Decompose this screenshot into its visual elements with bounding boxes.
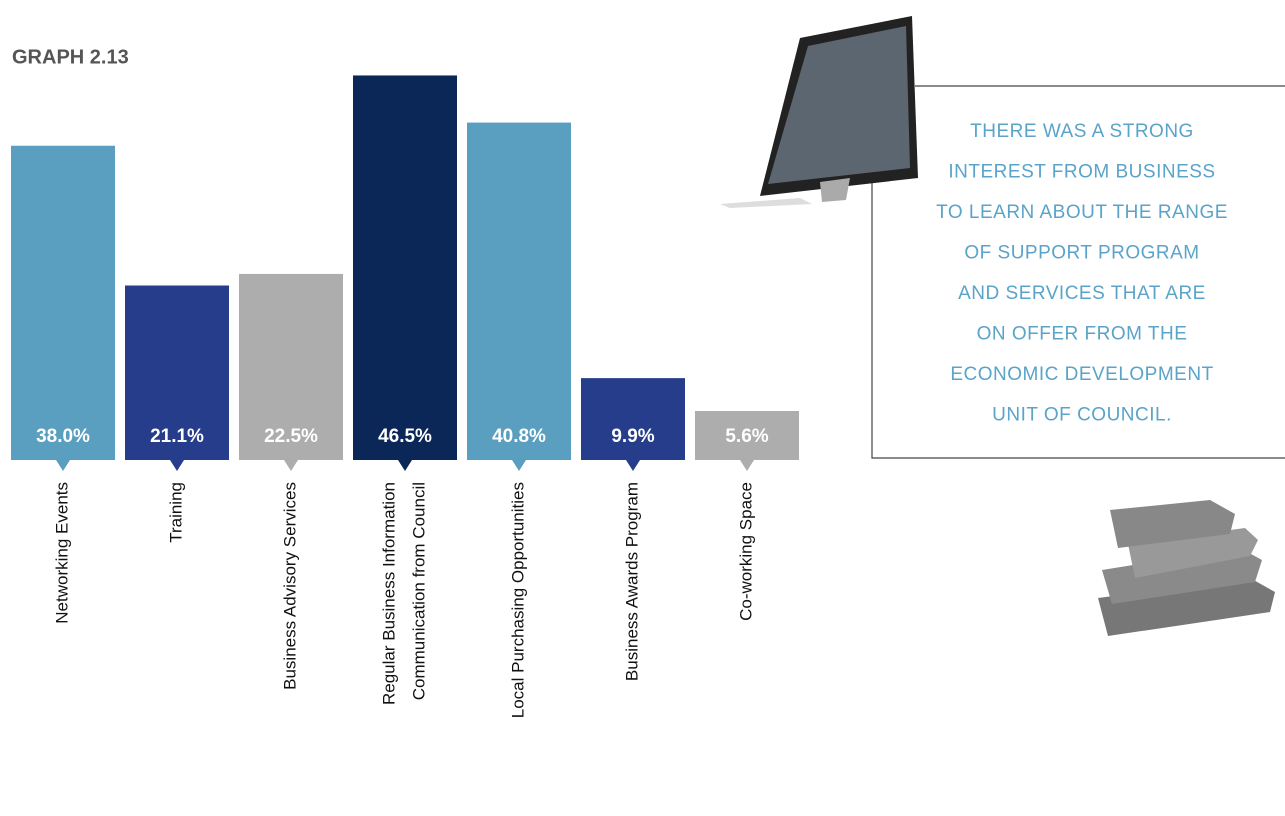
value-label-pointer [56, 460, 70, 471]
value-label-box [11, 411, 115, 460]
note-line: TO LEARN ABOUT THE RANGE [936, 202, 1228, 223]
value-label-box [239, 411, 343, 460]
value-label: 9.9% [611, 426, 654, 447]
category-label: Networking Events [52, 482, 71, 624]
book [1110, 500, 1235, 548]
note-line: UNIT OF COUNCIL. [992, 405, 1172, 426]
monitor-stand [820, 178, 850, 202]
value-label: 38.0% [36, 426, 90, 447]
value-label-box [125, 411, 229, 460]
note-line: ECONOMIC DEVELOPMENT [950, 364, 1213, 385]
value-label-pointer [170, 460, 184, 471]
note-line: THERE WAS A STRONG [970, 121, 1194, 142]
note-line: INTEREST FROM BUSINESS [948, 162, 1215, 183]
value-label-pointer [398, 460, 412, 471]
category-label: Business Advisory Services [280, 482, 299, 690]
chart-title: GRAPH 2.13 [12, 46, 129, 68]
note-line: ON OFFER FROM THE [977, 324, 1188, 345]
value-label: 22.5% [264, 426, 318, 447]
category-label: Business Awards Program [622, 482, 641, 681]
value-label-pointer [512, 460, 526, 471]
keyboard [720, 198, 812, 208]
value-label-box [353, 411, 457, 460]
monitor-display [768, 26, 910, 184]
value-label: 21.1% [150, 426, 204, 447]
value-label-pointer [284, 460, 298, 471]
note-box [871, 85, 1285, 459]
value-label-box [695, 411, 799, 460]
value-label-box [581, 411, 685, 460]
category-label: Training [166, 482, 185, 543]
value-label: 5.6% [725, 426, 768, 447]
note-border [871, 140, 1285, 459]
category-label: Regular Business Information [379, 482, 398, 705]
books-icon [1098, 500, 1275, 636]
note-line: AND SERVICES THAT ARE [958, 283, 1206, 304]
value-label-pointer [740, 460, 754, 471]
category-label: Co-working Space [736, 482, 755, 621]
bar [353, 75, 457, 460]
book [1102, 548, 1262, 604]
bar [467, 122, 571, 461]
bar [11, 145, 115, 461]
monitor-icon [720, 16, 918, 208]
category-label: Communication from Council [409, 482, 428, 700]
value-label-pointer [626, 460, 640, 471]
value-label: 40.8% [492, 426, 546, 447]
note-line: OF SUPPORT PROGRAM [964, 243, 1199, 264]
value-label-box [467, 411, 571, 460]
category-label: Local Purchasing Opportunities [508, 482, 527, 718]
value-label: 46.5% [378, 426, 432, 447]
